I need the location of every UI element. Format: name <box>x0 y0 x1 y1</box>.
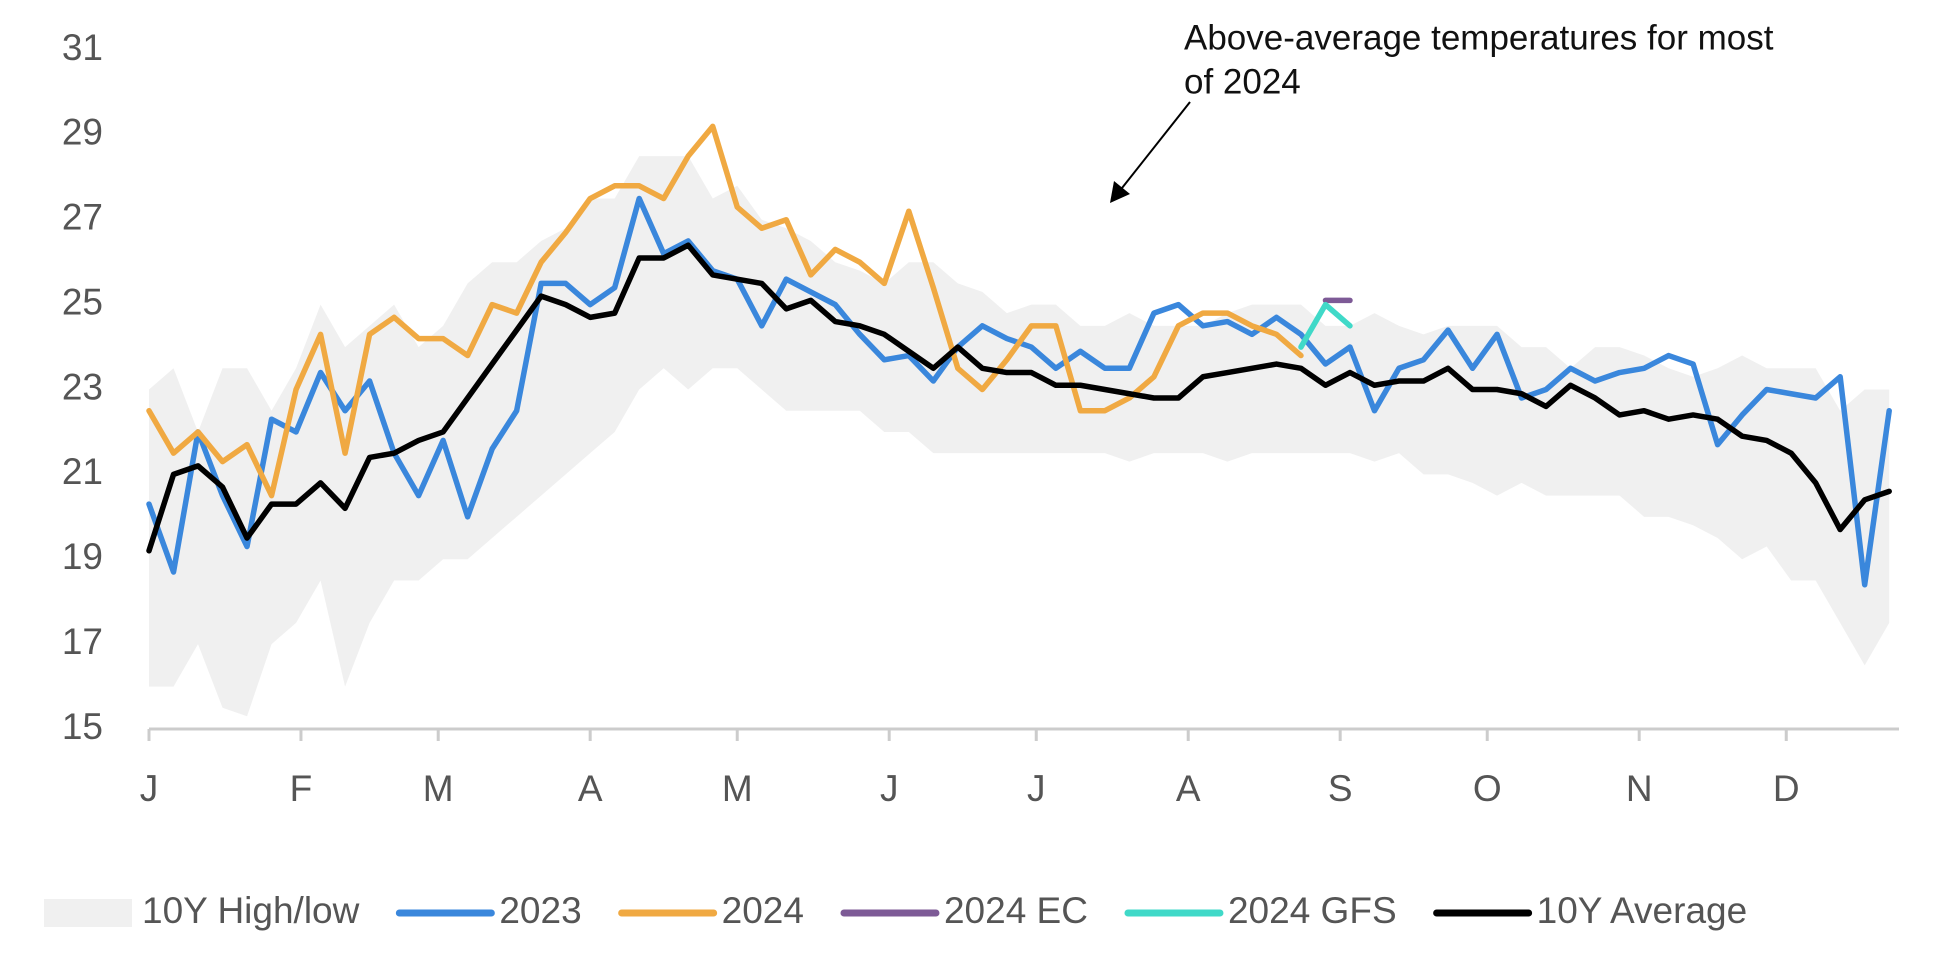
y-tick-label: 23 <box>62 366 103 407</box>
y-tick-label: 21 <box>62 451 103 492</box>
x-tick-label: M <box>423 768 454 809</box>
y-tick-label: 15 <box>62 706 103 747</box>
x-tick-label: A <box>1176 768 1201 809</box>
legend-label: 2024 EC <box>944 890 1088 931</box>
legend-label: 10Y High/low <box>142 890 360 931</box>
y-tick-label: 29 <box>62 112 103 153</box>
x-tick-label: S <box>1328 768 1353 809</box>
x-tick-label: A <box>578 768 603 809</box>
y-tick-label: 31 <box>62 27 103 68</box>
x-tick-label: J <box>1027 768 1046 809</box>
y-tick-label: 25 <box>62 281 103 322</box>
y-tick-label: 27 <box>62 197 103 238</box>
annotation: Above-average temperatures for most <box>1184 18 1774 57</box>
legend-label: 2024 GFS <box>1228 890 1397 931</box>
x-tick-label: M <box>722 768 753 809</box>
legend-label: 2024 <box>722 890 804 931</box>
y-tick-label: 19 <box>62 536 103 577</box>
annotation-arrowhead <box>1110 181 1130 203</box>
x-tick-label: D <box>1773 768 1800 809</box>
x-tick-label: F <box>290 768 313 809</box>
y-tick-label: 17 <box>62 621 103 662</box>
legend-label: 10Y Average <box>1537 890 1748 931</box>
annotation-arrow <box>1121 101 1191 189</box>
annotation: of 2024 <box>1184 62 1301 101</box>
legend-swatch <box>44 899 132 927</box>
high-low-band <box>149 156 1890 717</box>
x-tick-label: J <box>140 768 159 809</box>
legend-label: 2023 <box>499 890 581 931</box>
series-line <box>1298 301 1353 350</box>
series-line <box>146 123 1304 499</box>
x-tick-label: N <box>1626 768 1653 809</box>
x-tick-label: O <box>1473 768 1502 809</box>
x-tick-label: J <box>880 768 899 809</box>
series-line <box>146 242 1892 554</box>
